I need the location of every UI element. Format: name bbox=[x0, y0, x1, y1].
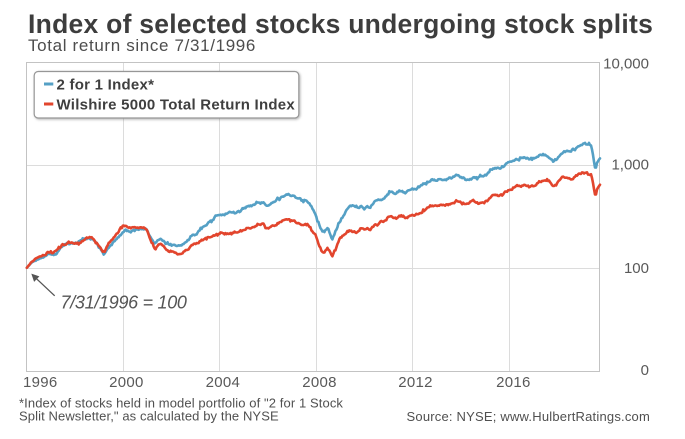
svg-text:2 for 1 Index*: 2 for 1 Index* bbox=[57, 77, 155, 94]
svg-text:2004: 2004 bbox=[206, 374, 241, 391]
svg-text:2016: 2016 bbox=[496, 374, 531, 391]
svg-text:1996: 1996 bbox=[23, 374, 58, 391]
svg-text:10,000: 10,000 bbox=[603, 56, 649, 73]
svg-text:0: 0 bbox=[641, 362, 649, 379]
svg-text:2012: 2012 bbox=[398, 374, 433, 391]
svg-text:2008: 2008 bbox=[302, 374, 337, 391]
svg-text:*Index of stocks held in model: *Index of stocks held in model portfolio… bbox=[19, 396, 343, 411]
svg-text:100: 100 bbox=[624, 260, 649, 277]
svg-text:2000: 2000 bbox=[109, 374, 144, 391]
svg-text:7/31/1996 = 100: 7/31/1996 = 100 bbox=[61, 293, 187, 313]
svg-text:1,000: 1,000 bbox=[611, 157, 649, 174]
svg-text:Source: NYSE; www.HulbertRatin: Source: NYSE; www.HulbertRatings.com bbox=[407, 409, 650, 424]
svg-text:Wilshire 5000 Total Return Ind: Wilshire 5000 Total Return Index bbox=[57, 97, 296, 114]
svg-text:Split Newsletter," as calculat: Split Newsletter," as calculated by the … bbox=[19, 409, 279, 424]
